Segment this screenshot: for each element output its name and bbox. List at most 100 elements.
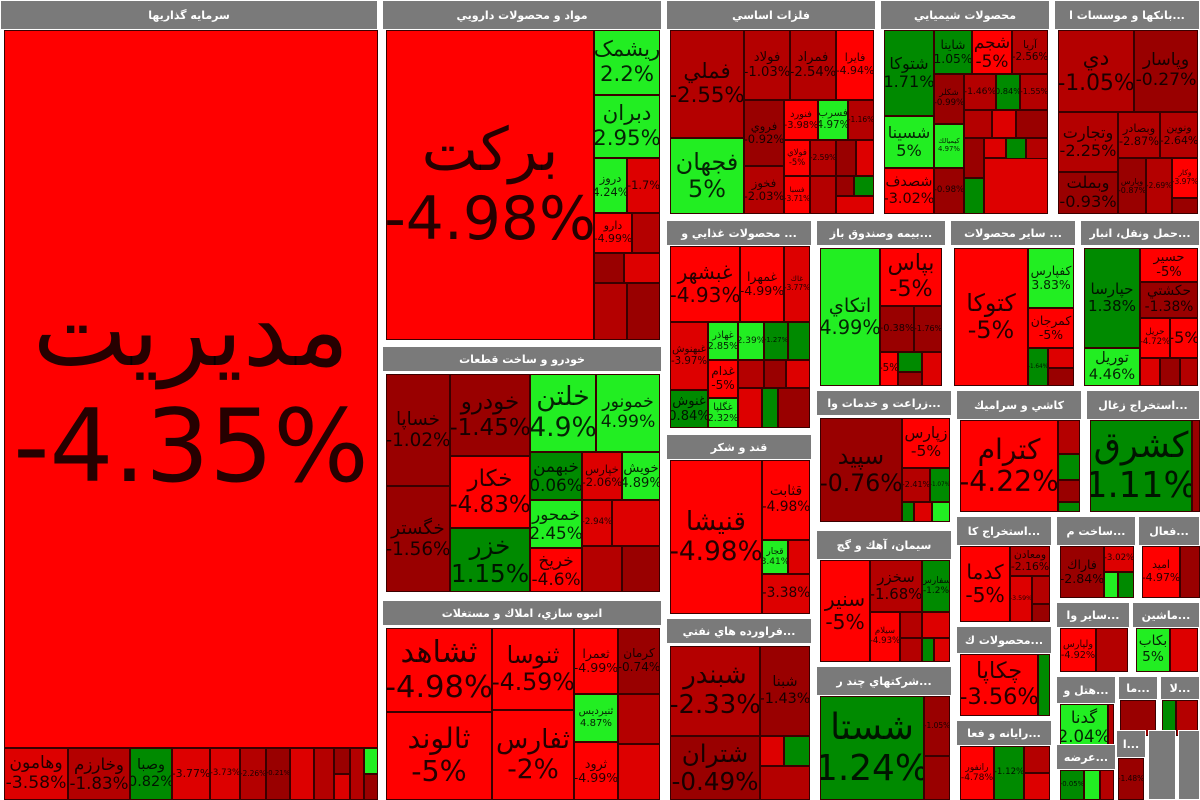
- stock-tile[interactable]: -1.64%: [1028, 348, 1048, 386]
- stock-tile[interactable]: خكار -4.83%: [450, 456, 530, 528]
- stock-tile-small[interactable]: [984, 158, 1048, 214]
- stock-tile-small[interactable]: [334, 748, 350, 774]
- sector-header[interactable]: سرمایه گذاریها: [0, 0, 378, 30]
- stock-tile[interactable]: وخارزم -1.83%: [68, 748, 130, 800]
- stock-tile[interactable]: شتران -0.49%: [670, 736, 760, 800]
- stock-tile[interactable]: 0.84%: [996, 74, 1020, 110]
- stock-tile[interactable]: -1.46%: [964, 74, 996, 110]
- sector-header[interactable]: ...حمل ونقل، انبار: [1080, 220, 1200, 246]
- stock-tile[interactable]: شسينا 5%: [884, 116, 934, 168]
- stock-tile[interactable]: -2.69%: [1146, 158, 1172, 214]
- stock-tile[interactable]: خپارس -2.06%: [582, 452, 622, 500]
- stock-tile[interactable]: ثعمرا -4.99%: [574, 628, 618, 694]
- stock-tile[interactable]: وپاسار -0.27%: [1134, 30, 1198, 112]
- stock-tile[interactable]: وكار -3.97%: [1172, 158, 1198, 198]
- stock-tile[interactable]: -5%: [880, 352, 898, 386]
- stock-tile[interactable]: خودرو -1.45%: [450, 374, 530, 456]
- stock-tile-small[interactable]: [760, 766, 810, 800]
- stock-tile-small[interactable]: [1096, 628, 1128, 672]
- stock-tile[interactable]: وبصادر -2.87%: [1118, 112, 1160, 158]
- stock-tile-small[interactable]: [778, 388, 810, 428]
- stock-tile-small[interactable]: [618, 744, 660, 800]
- stock-tile-small[interactable]: [1058, 502, 1080, 512]
- sector-header[interactable]: ...فعال: [1138, 516, 1200, 546]
- stock-tile-small[interactable]: [922, 638, 934, 662]
- stock-tile[interactable]: -3.02%: [1104, 546, 1134, 572]
- stock-tile[interactable]: فمراد -2.54%: [790, 30, 836, 100]
- stock-tile[interactable]: غهاذر 2.85%: [708, 322, 738, 360]
- stock-tile[interactable]: ثشاهد -4.98%: [386, 628, 492, 712]
- stock-tile-small[interactable]: [1038, 654, 1050, 716]
- stock-tile-small[interactable]: [364, 774, 378, 800]
- stock-tile-small[interactable]: [1016, 110, 1048, 138]
- stock-tile[interactable]: -2.26%: [240, 748, 266, 800]
- stock-tile[interactable]: سنير -5%: [820, 560, 870, 662]
- stock-tile-small[interactable]: [632, 213, 660, 253]
- stock-tile-small[interactable]: [364, 748, 378, 774]
- stock-tile[interactable]: ثفارس -2%: [492, 710, 574, 800]
- sector-header[interactable]: سيمان، آهك و گچ: [816, 530, 952, 560]
- stock-tile-small[interactable]: [612, 500, 660, 546]
- stock-tile-small[interactable]: [1100, 770, 1114, 800]
- stock-tile[interactable]: چكاپا -3.56%: [960, 654, 1038, 716]
- stock-tile[interactable]: رانفور -4.78%: [960, 746, 994, 800]
- sector-header[interactable]: ...لا: [1160, 676, 1200, 700]
- stock-tile-small[interactable]: [932, 502, 950, 522]
- stock-tile[interactable]: -1.07%: [930, 468, 950, 502]
- stock-tile[interactable]: وپارس -0.87%: [1118, 158, 1146, 214]
- stock-tile[interactable]: فسبا -3.71%: [784, 176, 810, 214]
- stock-tile-small[interactable]: [1058, 420, 1080, 454]
- sector-header-small[interactable]: [1148, 730, 1176, 800]
- stock-tile-small[interactable]: [836, 140, 856, 176]
- stock-tile[interactable]: دي -1.05%: [1058, 30, 1134, 112]
- stock-tile[interactable]: فولاي -5%: [784, 140, 810, 176]
- stock-tile[interactable]: كتوكا -5%: [954, 248, 1028, 386]
- sector-header[interactable]: ...رايانه و فعا: [956, 720, 1052, 746]
- stock-tile[interactable]: خگستر -1.56%: [386, 486, 450, 592]
- stock-tile-small[interactable]: [1048, 348, 1074, 368]
- stock-tile[interactable]: ومعادن -2.16%: [1010, 546, 1050, 576]
- stock-tile-small[interactable]: [762, 388, 778, 428]
- sector-header[interactable]: محصولات شيميايي: [880, 0, 1050, 30]
- stock-tile-small[interactable]: [900, 638, 922, 662]
- stock-tile[interactable]: قنيشا -4.98%: [670, 460, 762, 614]
- stock-tile[interactable]: -3.73%: [210, 748, 240, 800]
- stock-tile[interactable]: حكشتي -1.38%: [1140, 282, 1198, 318]
- stock-tile[interactable]: -1.76%: [914, 306, 942, 352]
- stock-tile-small[interactable]: [836, 196, 874, 214]
- stock-tile[interactable]: كيميالك 4.97%: [934, 124, 964, 168]
- sector-header[interactable]: ...ا: [1116, 730, 1146, 758]
- stock-tile[interactable]: گدنا 2.04%: [1060, 704, 1108, 750]
- stock-tile[interactable]: حپارسا 1.38%: [1084, 248, 1140, 348]
- stock-tile[interactable]: ثنوسا -4.59%: [492, 628, 574, 710]
- stock-tile-small[interactable]: [1024, 773, 1050, 800]
- stock-tile[interactable]: وصبا 0.82%: [130, 748, 172, 800]
- stock-tile-small[interactable]: [898, 352, 922, 372]
- stock-tile-small[interactable]: [627, 283, 660, 340]
- stock-tile-small[interactable]: [760, 736, 784, 766]
- stock-tile[interactable]: شكلر -0.99%: [934, 74, 964, 124]
- sector-header[interactable]: ... ساير محصولات: [950, 220, 1076, 246]
- stock-tile-small[interactable]: [618, 694, 660, 744]
- stock-tile-small[interactable]: [738, 388, 762, 428]
- stock-tile[interactable]: برکت -4.98%: [386, 30, 594, 340]
- stock-tile-small[interactable]: [900, 612, 922, 638]
- stock-tile[interactable]: سفارس -1.2%: [922, 560, 950, 612]
- stock-tile-small[interactable]: [1024, 746, 1050, 773]
- stock-tile[interactable]: آريا -2.56%: [1012, 30, 1048, 74]
- stock-tile[interactable]: خبهمن 0.06%: [530, 452, 582, 500]
- stock-tile[interactable]: سخزر -1.68%: [870, 560, 922, 612]
- sector-header[interactable]: قند و شكر: [666, 434, 812, 460]
- stock-tile-small[interactable]: [924, 756, 950, 800]
- stock-tile-small[interactable]: [1032, 576, 1050, 604]
- stock-tile[interactable]: -2.41%: [902, 468, 930, 502]
- stock-tile-small[interactable]: [898, 372, 922, 386]
- stock-tile[interactable]: -0.05%: [1060, 770, 1084, 800]
- stock-tile-small[interactable]: [992, 110, 1016, 138]
- stock-tile-small[interactable]: [1180, 546, 1200, 598]
- stock-tile[interactable]: -3.38%: [762, 574, 810, 614]
- sector-header[interactable]: انبوه سازي، املاك و مستغلات: [382, 600, 662, 626]
- stock-tile[interactable]: -1.05%: [924, 696, 950, 756]
- stock-tile[interactable]: ثنيرديس 4.87%: [574, 694, 618, 742]
- stock-tile[interactable]: غبشهر -4.93%: [670, 246, 740, 322]
